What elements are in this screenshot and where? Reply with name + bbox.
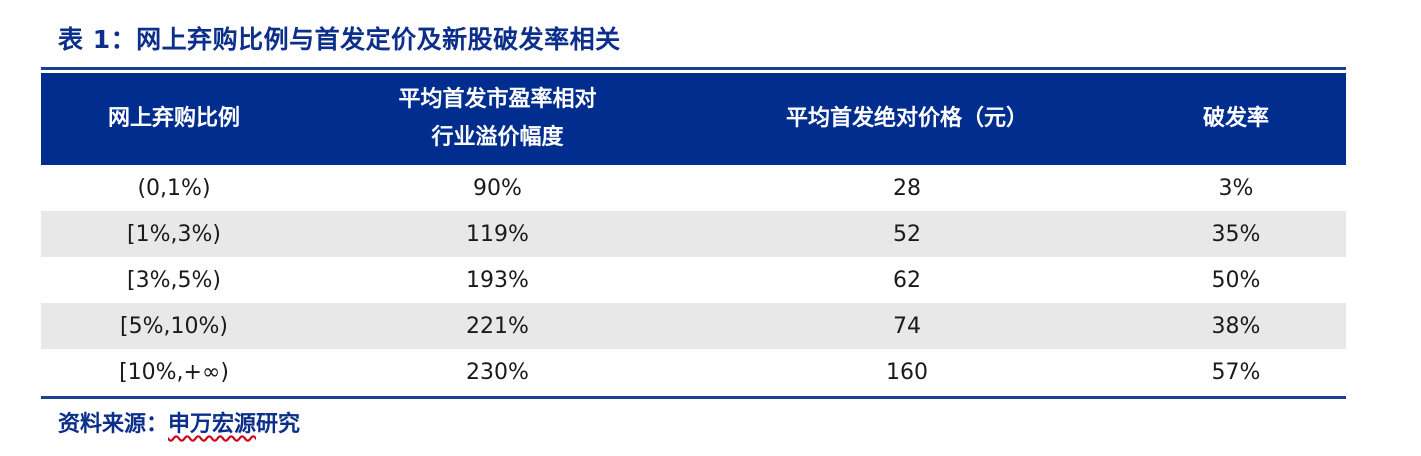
table-cell: [3%,5%) [127,267,221,293]
table-cell: 74 [893,313,921,339]
source-suffix: 研究 [256,412,301,437]
table-cell: 221% [466,313,529,339]
table-row: [1%,3%) 119% 52 35% [41,211,1346,257]
table-header-row: 网上弃购比例 平均首发市盈率相对 行业溢价幅度 平均首发绝对价格（元） 破发率 [41,73,1346,165]
header-cell-abandon-ratio: 网上弃购比例 [41,73,307,165]
table-cell: 38% [1211,313,1261,339]
source-note: 资料来源：申万宏源研究 [58,406,300,438]
table-cell: 57% [1211,359,1261,385]
source-label: 资料来源： [58,412,169,437]
table-row: [5%,10%) 221% 74 38% [41,303,1346,349]
table-cell: 119% [466,221,529,247]
table-row: (0,1%) 90% 28 3% [41,165,1346,211]
table-cell: 3% [1218,175,1254,201]
source-org: 申万宏源 [168,412,257,437]
header-line: 平均首发绝对价格（元） [785,106,1028,131]
table-cell: 193% [466,267,529,293]
header-line: 网上弃购比例 [107,106,240,131]
table-cell: [1%,3%) [127,221,221,247]
table-cell: 52 [893,221,921,247]
table-cell: 230% [466,359,529,385]
table-cell: [5%,10%) [120,313,228,339]
table-cell: 50% [1211,267,1261,293]
table-cell: [10%,+∞) [119,359,229,385]
table-row: [3%,5%) 193% 62 50% [41,257,1346,303]
header-cell-avg-price: 平均首发绝对价格（元） [688,73,1126,165]
table-cell: 90% [473,175,522,201]
header-cell-pe-premium: 平均首发市盈率相对 行业溢价幅度 [307,73,688,165]
table-cell: 28 [893,175,921,201]
table-cell: 35% [1211,221,1261,247]
table-title: 表 1：网上弃购比例与首发定价及新股破发率相关 [58,25,621,54]
table-cell: 62 [893,267,921,293]
header-line: 平均首发市盈率相对 [398,87,597,112]
table-cell: (0,1%) [137,175,211,201]
header-line: 破发率 [1202,106,1269,131]
data-table: 网上弃购比例 平均首发市盈率相对 行业溢价幅度 平均首发绝对价格（元） 破发率 … [41,73,1346,395]
header-cell-break-rate: 破发率 [1126,73,1346,165]
table-cell: 160 [886,359,928,385]
header-line: 行业溢价幅度 [431,125,564,150]
table-row: [10%,+∞) 230% 160 57% [41,349,1346,395]
table-top-rule [41,67,1346,70]
table-bottom-rule [41,396,1346,399]
